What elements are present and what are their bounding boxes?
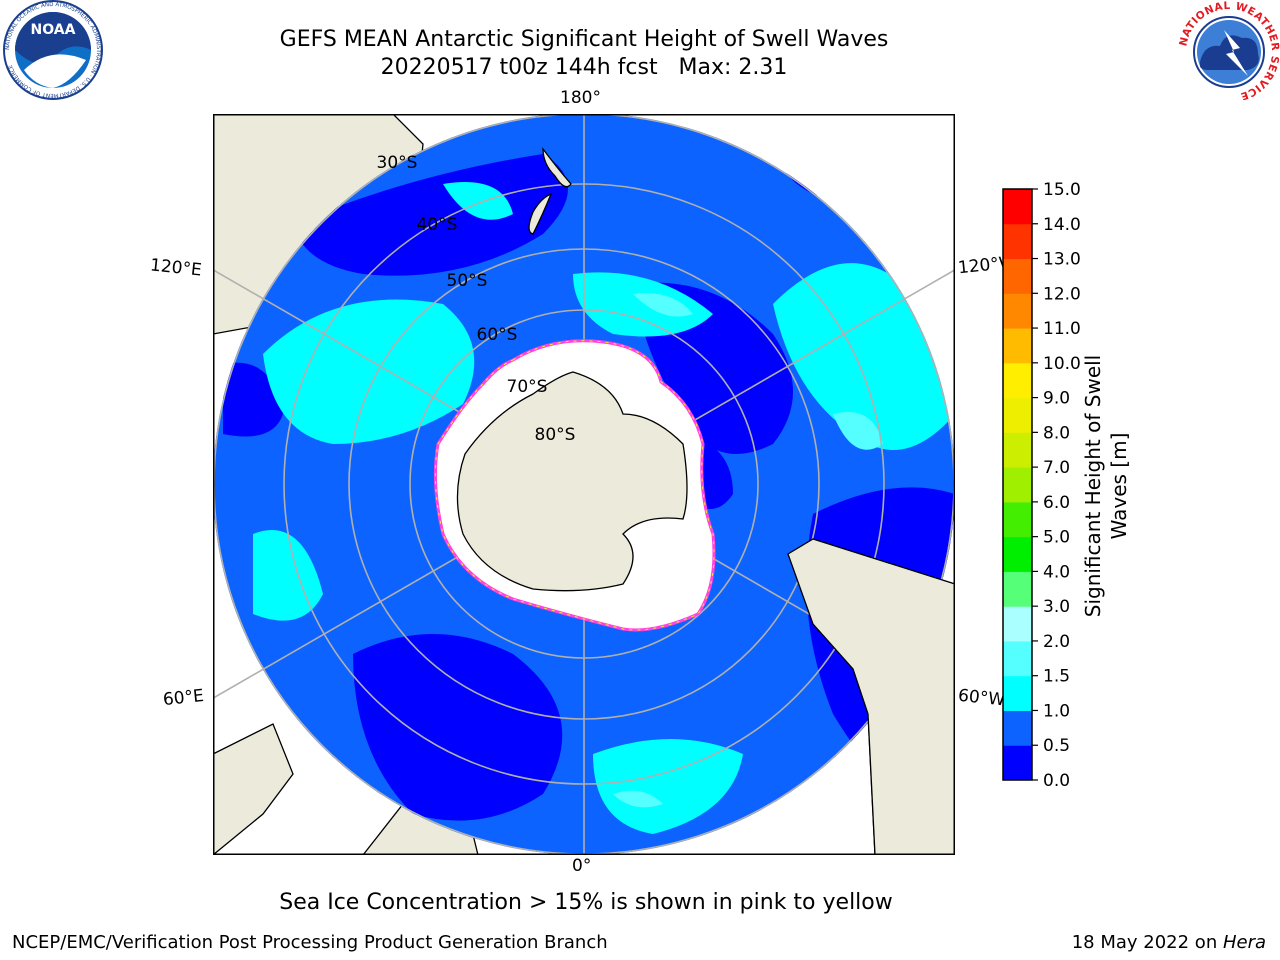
lon-label-0: 0° <box>572 856 592 876</box>
colorbar-swatch <box>1003 189 1032 225</box>
colorbar-tick-label: 5.0 <box>1043 528 1070 548</box>
colorbar-tick-label: 0.0 <box>1043 771 1070 791</box>
colorbar-swatches <box>1003 189 1032 781</box>
nws-logo: NATIONAL WEATHER SERVICE <box>1178 0 1280 100</box>
latitude-labels: 30°S 40°S 50°S 60°S 70°S 80°S <box>377 153 576 445</box>
colorbar-swatch <box>1003 571 1032 607</box>
colorbar-tick-label: 10.0 <box>1043 354 1081 374</box>
colorbar-swatch <box>1003 467 1032 503</box>
colorbar-swatch <box>1003 745 1032 781</box>
colorbar-swatch <box>1003 328 1032 364</box>
south-america <box>787 538 955 855</box>
colorbar-tick-label: 15.0 <box>1043 180 1081 200</box>
colorbar-tick-label: 1.5 <box>1043 667 1070 687</box>
lon-label-120e: 120°E <box>149 255 203 281</box>
footer-credit: NCEP/EMC/Verification Post Processing Pr… <box>12 932 608 953</box>
colorbar-swatch <box>1003 223 1032 260</box>
colorbar-swatch <box>1003 258 1032 294</box>
polar-map: 30°S 40°S 50°S 60°S 70°S 80°S <box>213 114 955 855</box>
swell-1.5-2.0 <box>613 293 883 808</box>
lon-label-180: 180° <box>560 88 601 108</box>
colorbar-tick-label: 9.0 <box>1043 389 1070 409</box>
lat-label-70s: 70°S <box>507 377 548 397</box>
colorbar-swatch <box>1003 675 1032 711</box>
colorbar-tick-label: 2.0 <box>1043 632 1070 652</box>
colorbar-frame <box>1002 188 1033 781</box>
colorbar-tick-label: 1.0 <box>1043 701 1070 721</box>
colorbar-swatch <box>1003 397 1032 433</box>
colorbar-tick-label: 8.0 <box>1043 423 1070 443</box>
colorbar-tick-label: 14.0 <box>1043 215 1081 235</box>
colorbar-tick-label: 4.0 <box>1043 562 1070 582</box>
colorbar-tick-label: 3.0 <box>1043 597 1070 617</box>
antarctica <box>456 371 688 592</box>
colorbar-tick-label: 12.0 <box>1043 284 1081 304</box>
colorbar: 0.0 0.5 1.0 1.5 2.0 3.0 4.0 5.0 6.0 7.0 8.0 9.0 10.0… <box>1002 180 1081 791</box>
colorbar-tick-label: 11.0 <box>1043 319 1081 339</box>
colorbar-swatch <box>1003 501 1032 538</box>
svg-text:NOAA: NOAA <box>31 22 76 38</box>
swell-1.0-1.5 <box>253 182 955 834</box>
footer-date: 18 May 2022 on Hera <box>1071 932 1266 953</box>
footer-host: Hera <box>1222 932 1266 953</box>
new-zealand <box>528 147 572 235</box>
colorbar-swatch <box>1003 640 1032 677</box>
colorbar-tick-label: 7.0 <box>1043 458 1070 478</box>
colorbar-swatch <box>1003 536 1032 572</box>
lat-label-60s: 60°S <box>477 325 518 345</box>
lon-label-60e: 60°E <box>162 685 205 711</box>
lat-label-80s: 80°S <box>535 425 576 445</box>
lat-label-50s: 50°S <box>447 271 488 291</box>
colorbar-swatch <box>1003 293 1032 329</box>
colorbar-tick-label: 6.0 <box>1043 493 1070 513</box>
colorbar-ticks: 0.0 0.5 1.0 1.5 2.0 3.0 4.0 5.0 6.0 7.0 8.0 9.0 10.0… <box>1032 180 1081 791</box>
chart-subtitle: 20220517 t00z 144h fcst Max: 2.31 <box>380 55 788 80</box>
map-caption: Sea Ice Concentration > 15% is shown in … <box>279 890 893 915</box>
map-frame <box>213 114 955 855</box>
chart-title: GEFS MEAN Antarctic Significant Height o… <box>279 27 889 52</box>
colorbar-swatch <box>1003 432 1032 468</box>
lat-label-30s: 30°S <box>377 153 418 173</box>
lat-label-40s: 40°S <box>417 215 458 235</box>
colorbar-swatch <box>1003 710 1032 746</box>
colorbar-tick-label: 13.0 <box>1043 250 1081 270</box>
colorbar-swatch <box>1003 606 1032 642</box>
noaa-logo: NOAA NATIONAL OCEANIC AND ATMOSPHERIC AD… <box>3 0 103 100</box>
colorbar-swatch <box>1003 362 1032 399</box>
colorbar-tick-label: 0.5 <box>1043 736 1070 756</box>
